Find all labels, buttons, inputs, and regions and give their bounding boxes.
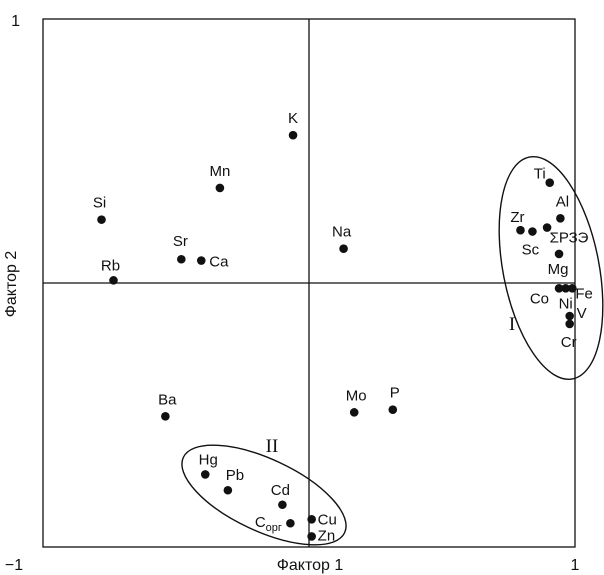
point-label-cr: Cr — [561, 334, 577, 351]
point-label-cu: Cu — [318, 511, 337, 528]
cluster-label-II: II — [266, 436, 279, 457]
point-ca — [196, 256, 206, 265]
point-fe — [568, 283, 577, 293]
point-label-pb: Pb — [226, 467, 244, 484]
point-label-ni: Ni — [559, 295, 573, 312]
point-p — [388, 405, 398, 415]
point-label-zn: Zn — [318, 527, 336, 544]
point-label-mn: Mn — [209, 163, 230, 180]
data-points — [97, 130, 577, 541]
point-ni — [561, 283, 570, 293]
x-axis-title: Фактор 1 — [277, 557, 344, 574]
point-mo — [349, 408, 359, 417]
point-copr — [286, 518, 295, 528]
point-v — [565, 311, 574, 321]
point-al — [556, 214, 565, 223]
point-label-hg: Hg — [199, 451, 218, 468]
cluster-label-I: I — [509, 314, 515, 335]
point-label-sc: Sc — [522, 242, 540, 259]
x-tick-max: 1 — [571, 557, 580, 574]
point-label-ti: Ti — [534, 166, 546, 183]
point-label-al: Al — [556, 193, 569, 210]
point-label-cd: Cd — [271, 482, 290, 499]
point-label-v: V — [577, 305, 587, 322]
point-mn — [215, 183, 225, 193]
cluster-ellipses: III — [181, 155, 604, 546]
point-label-sum-ree: ΣРЗЭ — [550, 230, 589, 247]
point-label-zr: Zr — [510, 209, 524, 226]
point-label-mo: Mo — [346, 387, 367, 404]
point-sum-ree — [542, 223, 552, 232]
point-label-si: Si — [93, 195, 106, 212]
point-sr — [177, 254, 186, 264]
point-cr — [565, 319, 574, 329]
point-label-ca: Ca — [209, 254, 229, 271]
point-label-mg: Mg — [548, 261, 569, 278]
point-label-fe: Fe — [575, 285, 593, 302]
point-zr — [516, 225, 525, 235]
plot-frame — [42, 18, 576, 548]
point-label-p: P — [390, 385, 400, 402]
point-hg — [200, 470, 210, 479]
point-ba — [161, 412, 170, 421]
cluster-ellipse-II — [181, 444, 347, 546]
point-label-ba: Ba — [158, 391, 177, 408]
y-axis-title: Фактор 2 — [3, 251, 20, 318]
point-label-co: Co — [530, 290, 549, 307]
point-co — [554, 283, 564, 293]
point-sc — [528, 227, 537, 236]
point-na — [339, 244, 348, 253]
point-k — [288, 130, 298, 140]
point-label-k: K — [288, 110, 298, 127]
point-rb — [109, 276, 118, 285]
point-label-sr: Sr — [173, 233, 188, 250]
y-tick-max: 1 — [11, 13, 20, 30]
point-label-copr: Cорг — [255, 514, 282, 534]
point-ti — [545, 178, 555, 187]
point-cd — [278, 500, 287, 510]
point-cu — [307, 514, 316, 524]
point-si — [97, 215, 106, 224]
point-pb — [223, 485, 233, 495]
cluster-ellipse-I — [498, 155, 604, 381]
x-tick-min: −1 — [5, 557, 23, 574]
point-mg — [554, 249, 564, 259]
point-zn — [307, 532, 316, 541]
point-label-rb: Rb — [101, 257, 120, 274]
point-label-na: Na — [332, 224, 352, 241]
